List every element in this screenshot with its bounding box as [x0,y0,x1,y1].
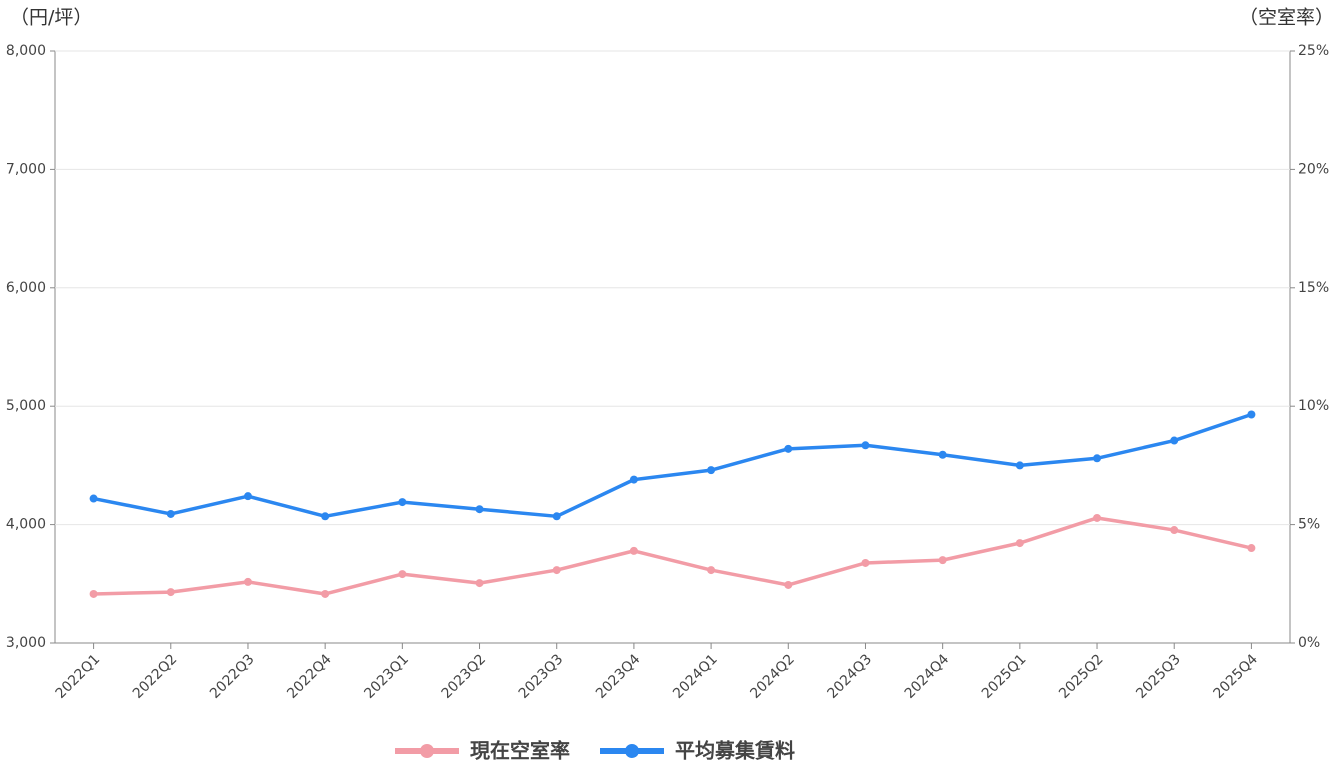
legend-label: 平均募集賃料 [675,739,795,763]
data-point [1247,410,1256,419]
x-tick-label: 2022Q2 [130,651,181,702]
data-point [475,505,484,514]
y-tick-label: 8,000 [6,43,46,59]
data-point [552,512,561,521]
data-point [1170,436,1179,445]
x-tick-label: 2022Q3 [207,651,258,702]
legend-item: 現在空室率 [395,739,570,763]
data-point [1093,513,1102,522]
legend: 現在空室率 平均募集賃料 [395,739,795,763]
data-point [166,509,175,518]
data-point [707,566,716,575]
data-point [1015,461,1024,470]
y2-tick-label: 10% [1298,398,1329,414]
data-point [243,577,252,586]
x-tick-label: 2023Q2 [439,651,490,702]
data-point [166,588,175,597]
x-tick-label: 2025Q2 [1056,651,1107,702]
x-tick-label: 2023Q3 [516,651,567,702]
x-tick-label: 2024Q2 [747,651,798,702]
x-tick-label: 2024Q4 [902,651,953,702]
data-point [89,589,98,598]
x-tick-label: 2023Q1 [361,651,412,702]
series [89,410,1256,521]
data-point [398,498,407,507]
y2-tick-label: 0% [1298,635,1320,651]
data-point [321,512,330,521]
x-tick-label: 2024Q3 [825,651,876,702]
y-tick-label: 5,000 [6,398,46,414]
data-point [321,589,330,598]
x-tick-label: 2023Q4 [593,651,644,702]
series-line [93,412,1252,519]
data-point [784,444,793,453]
x-tick-label: 2022Q4 [284,651,335,702]
y-tick-label: 3,000 [6,635,46,651]
data-point [629,475,638,484]
data-point [861,558,870,567]
x-tick-label: 2025Q3 [1133,651,1184,702]
series [89,513,1256,598]
data-point [89,494,98,503]
data-point [1093,454,1102,463]
legend-item: 平均募集賃料 [600,739,795,763]
y2-tick-label: 20% [1298,161,1329,177]
y-axis-title: （円/坪） [10,7,92,29]
data-point [938,556,947,565]
data-point [398,570,407,579]
data-point [629,546,638,555]
data-point [861,441,870,450]
data-point [552,566,561,575]
y-tick-label: 7,000 [6,161,46,177]
data-point [1247,544,1256,553]
y2-tick-label: 5% [1298,517,1320,533]
x-tick-label: 2024Q1 [670,651,721,702]
legend-swatch-dot [625,744,639,758]
data-point [1015,539,1024,548]
series-line [93,516,1252,596]
x-tick-label: 2025Q1 [979,651,1030,702]
y-tick-label: 4,000 [6,517,46,533]
y2-axis-title: （空室率） [1239,7,1334,29]
y-tick-label: 6,000 [6,280,46,296]
data-point [784,580,793,589]
data-point [475,579,484,588]
x-tick-label: 2022Q1 [53,651,104,702]
y2-tick-label: 15% [1298,280,1329,296]
data-point [243,492,252,501]
y2-tick-label: 25% [1298,43,1329,59]
x-tick-label: 2025Q4 [1210,651,1261,702]
data-point [938,450,947,459]
legend-label: 現在空室率 [470,739,570,763]
data-point [707,466,716,475]
legend-swatch-dot [420,744,434,758]
data-point [1170,526,1179,535]
grid [55,50,1290,644]
